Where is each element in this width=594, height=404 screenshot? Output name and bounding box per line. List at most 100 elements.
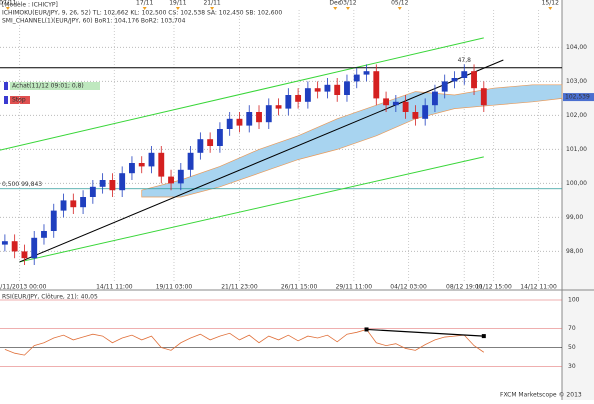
candle-body [314,88,321,92]
candle-body [99,180,106,187]
x-tick-label: 14/12 11:00 [520,284,557,291]
header-line: ICHIMOKU(EUR/JPY, 9, 26, 52) TL: 102,662… [2,10,282,17]
top-tick-marker [548,7,553,10]
x-tick-label: 19/11 03:00 [156,284,193,291]
rsi-line [4,328,485,356]
candle-body [373,71,380,99]
candle-body [197,139,204,153]
candle-body [31,237,38,259]
x-tick-label: 06/11/2013 00:00 [0,284,47,291]
top-tick-marker [345,7,350,10]
y-tick-label: 100,00 [566,180,587,187]
axis-panel [562,0,594,400]
candle-body [89,186,96,197]
candle-body [216,129,223,146]
order-label: Stop [12,97,26,104]
candle-body [70,200,77,208]
panel-title: RSI(EUR/JPY, Clôture, 21): 40,05 [2,294,98,301]
candle-body [11,241,18,252]
candle-body [129,163,135,174]
top-tick-label: 19/11 [169,0,186,7]
y-tick-label: 50 [568,344,576,351]
y-tick-label: 98,00 [566,248,583,255]
candle-body [432,91,438,106]
candle-body [441,81,448,92]
y-tick-label: 99,00 [566,214,583,221]
order-box [10,82,100,90]
candle-body [256,112,262,123]
top-tick-label: 17/11 [136,0,153,7]
divergence-line [366,328,484,337]
y-tick-label: 70 [568,325,576,332]
order-marker [4,96,8,104]
y-tick-label: 103,00 [566,78,587,85]
top-tick-label: 07/11 [0,0,17,7]
top-tick-marker [397,7,402,10]
top-tick-label: Dec [329,0,341,7]
candle-body [109,180,116,191]
candle-body [226,118,233,129]
candle-body [60,200,67,211]
candle-body [207,139,214,146]
trend-line [19,59,504,263]
top-tick-marker [333,7,338,10]
candle-body [275,105,282,109]
price-tag-label: 102,539 [565,94,590,101]
candle-body [363,71,370,75]
candle-body [1,241,8,245]
candle-body [21,251,28,259]
top-tick-marker [210,7,215,10]
x-tick-label: 14/11 11:00 [96,284,133,291]
candle-body [138,163,145,167]
candle-body [392,101,399,106]
annotation: 47,8 [458,57,472,64]
candle-body [177,169,184,184]
top-tick-marker [142,7,147,10]
candle-body [265,105,272,123]
price-tag [563,93,594,102]
top-tick-label: 15/12 [542,0,559,7]
x-tick-label: 04/12 03:00 [390,284,427,291]
candle-body [41,231,47,238]
candle-body [304,88,311,102]
y-tick-label: 104,00 [566,44,587,51]
candle-body [187,152,194,170]
divergence-point [481,334,486,339]
candle-body [119,173,126,191]
candle-body [383,98,390,106]
candle-body [285,95,292,109]
divergence-point [364,327,369,332]
candle-body [246,112,253,126]
candle-body [402,101,409,112]
candle-body [168,176,174,184]
header-line: SMI_CHANNEL(1)(EUR/JPY, 60) BoR1: 104,17… [2,18,186,25]
ichimoku-cloud [141,84,563,198]
candle-body [148,152,155,167]
candle-body [334,84,341,95]
candle-body [80,197,87,208]
top-tick-label: 21/11 [203,0,220,7]
candle-body [295,95,302,102]
footer: FXCM Marketscope © 2013 [500,392,582,399]
x-tick-label: 11/12 15:00 [475,284,512,291]
candle-body [50,210,57,231]
top-tick-label: 05/12 [391,0,408,7]
top-tick-marker [5,7,10,10]
level-label: 0,500 99,843 [2,181,42,188]
y-tick-label: 102,00 [566,112,587,119]
candle-body [422,105,429,119]
x-tick-label: 29/11 11:00 [336,284,373,291]
top-tick-label: 03/12 [339,0,356,7]
candle-body [324,84,331,92]
trend-line [19,156,484,263]
x-tick-label: 26/11 15:00 [281,284,318,291]
candle-body [236,118,243,126]
x-tick-label: 08/12 19:00 [446,284,483,291]
candle-body [480,88,487,106]
candle-body [451,78,458,82]
trend-line [0,37,484,151]
candle-body [412,112,419,119]
y-tick-label: 100 [568,297,580,304]
